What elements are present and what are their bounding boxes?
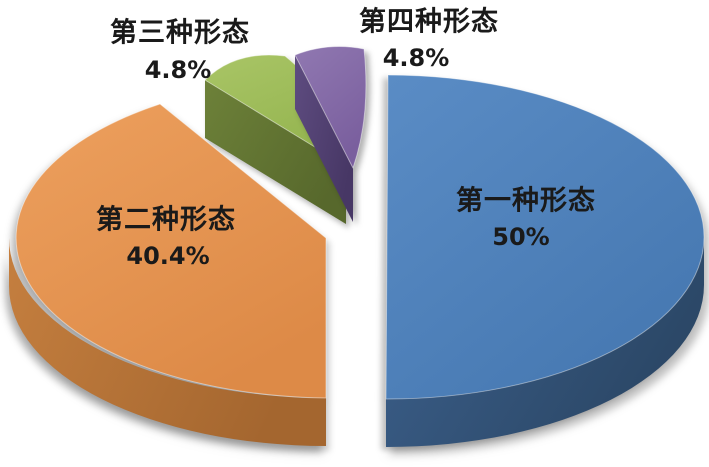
pie-slice-first-form-top: [385, 74, 705, 400]
slice-label-second-name: 第二种形态: [96, 204, 236, 236]
slice-label-third-pct: 4.8%: [144, 56, 212, 84]
pie-slice-second-form-top: [15, 103, 327, 399]
pie-slice-first-form-side: [386, 237, 704, 448]
pie-slice-second-form: [9, 103, 327, 446]
slice-label-third-name: 第三种形态: [110, 17, 250, 49]
pie-slice-fourth-form-side: [295, 55, 353, 222]
pie-slice-fourth-form: [294, 46, 367, 222]
pie-slice-second-form-side: [9, 238, 326, 446]
slice-label-first-name: 第一种形态: [456, 185, 596, 217]
pie-slice-fourth-form-top: [294, 46, 367, 169]
slice-label-fourth-name: 第四种形态: [359, 6, 499, 38]
pie-slice-third-form-side: [205, 80, 346, 224]
pie-slice-first-form: [385, 74, 705, 448]
slice-label-second-pct: 40.4%: [126, 242, 210, 270]
slice-label-fourth-pct: 4.8%: [382, 44, 450, 72]
slice-label-first-pct: 50%: [492, 223, 550, 251]
